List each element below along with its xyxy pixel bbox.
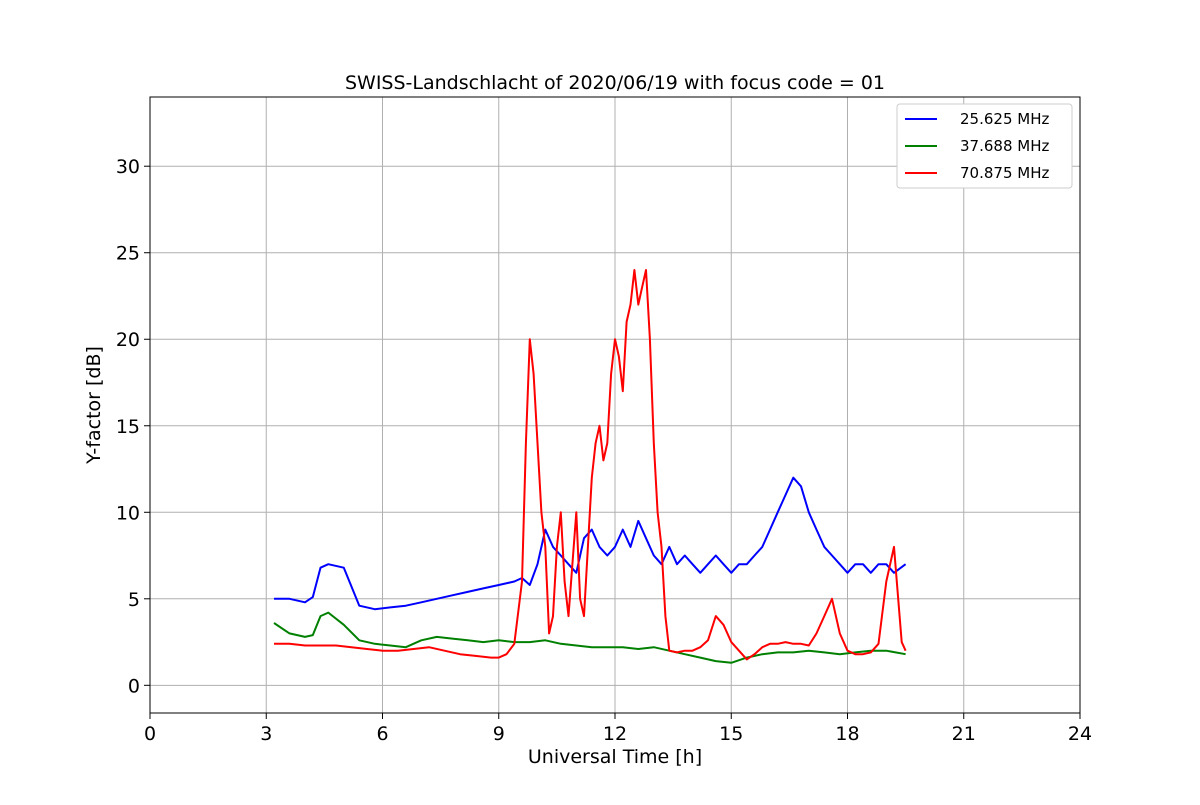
y-axis-label: Y-factor [dB] (83, 346, 105, 465)
x-axis-label: Universal Time [h] (528, 746, 702, 768)
series-line-1 (274, 476, 907, 611)
y-tick-label: 5 (128, 589, 140, 611)
y-tick-label: 15 (116, 416, 140, 438)
plot-area (273, 269, 907, 664)
legend-label-3: 70.875 MHz (960, 164, 1049, 182)
x-axis-ticks: 0 3 6 9 12 15 18 21 24 (144, 713, 1092, 745)
y-tick-label: 20 (116, 329, 140, 351)
x-tick-label: 0 (144, 723, 156, 745)
x-tick-label: 21 (952, 723, 976, 745)
chart-title: SWISS-Landschlacht of 2020/06/19 with fo… (345, 72, 885, 94)
series-line-2 (273, 611, 906, 664)
x-tick-label: 6 (376, 723, 388, 745)
legend-label-2: 37.688 MHz (960, 137, 1049, 155)
series-line-3 (274, 269, 907, 661)
legend: 25.625 MHz 37.688 MHz 70.875 MHz (896, 103, 1073, 189)
x-tick-label: 15 (719, 723, 743, 745)
y-tick-label: 10 (116, 502, 140, 524)
y-tick-label: 0 (128, 675, 140, 697)
x-tick-label: 18 (835, 723, 859, 745)
x-tick-label: 3 (260, 723, 272, 745)
y-tick-label: 25 (116, 243, 140, 265)
legend-label-1: 25.625 MHz (960, 110, 1049, 128)
x-tick-label: 12 (603, 723, 627, 745)
y-tick-label: 30 (116, 156, 140, 178)
x-tick-label: 24 (1068, 723, 1092, 745)
x-tick-label: 9 (493, 723, 505, 745)
legend-frame (896, 103, 1073, 189)
y-axis-ticks: 0 5 10 15 20 25 30 (116, 156, 150, 697)
series-layer (273, 269, 907, 664)
